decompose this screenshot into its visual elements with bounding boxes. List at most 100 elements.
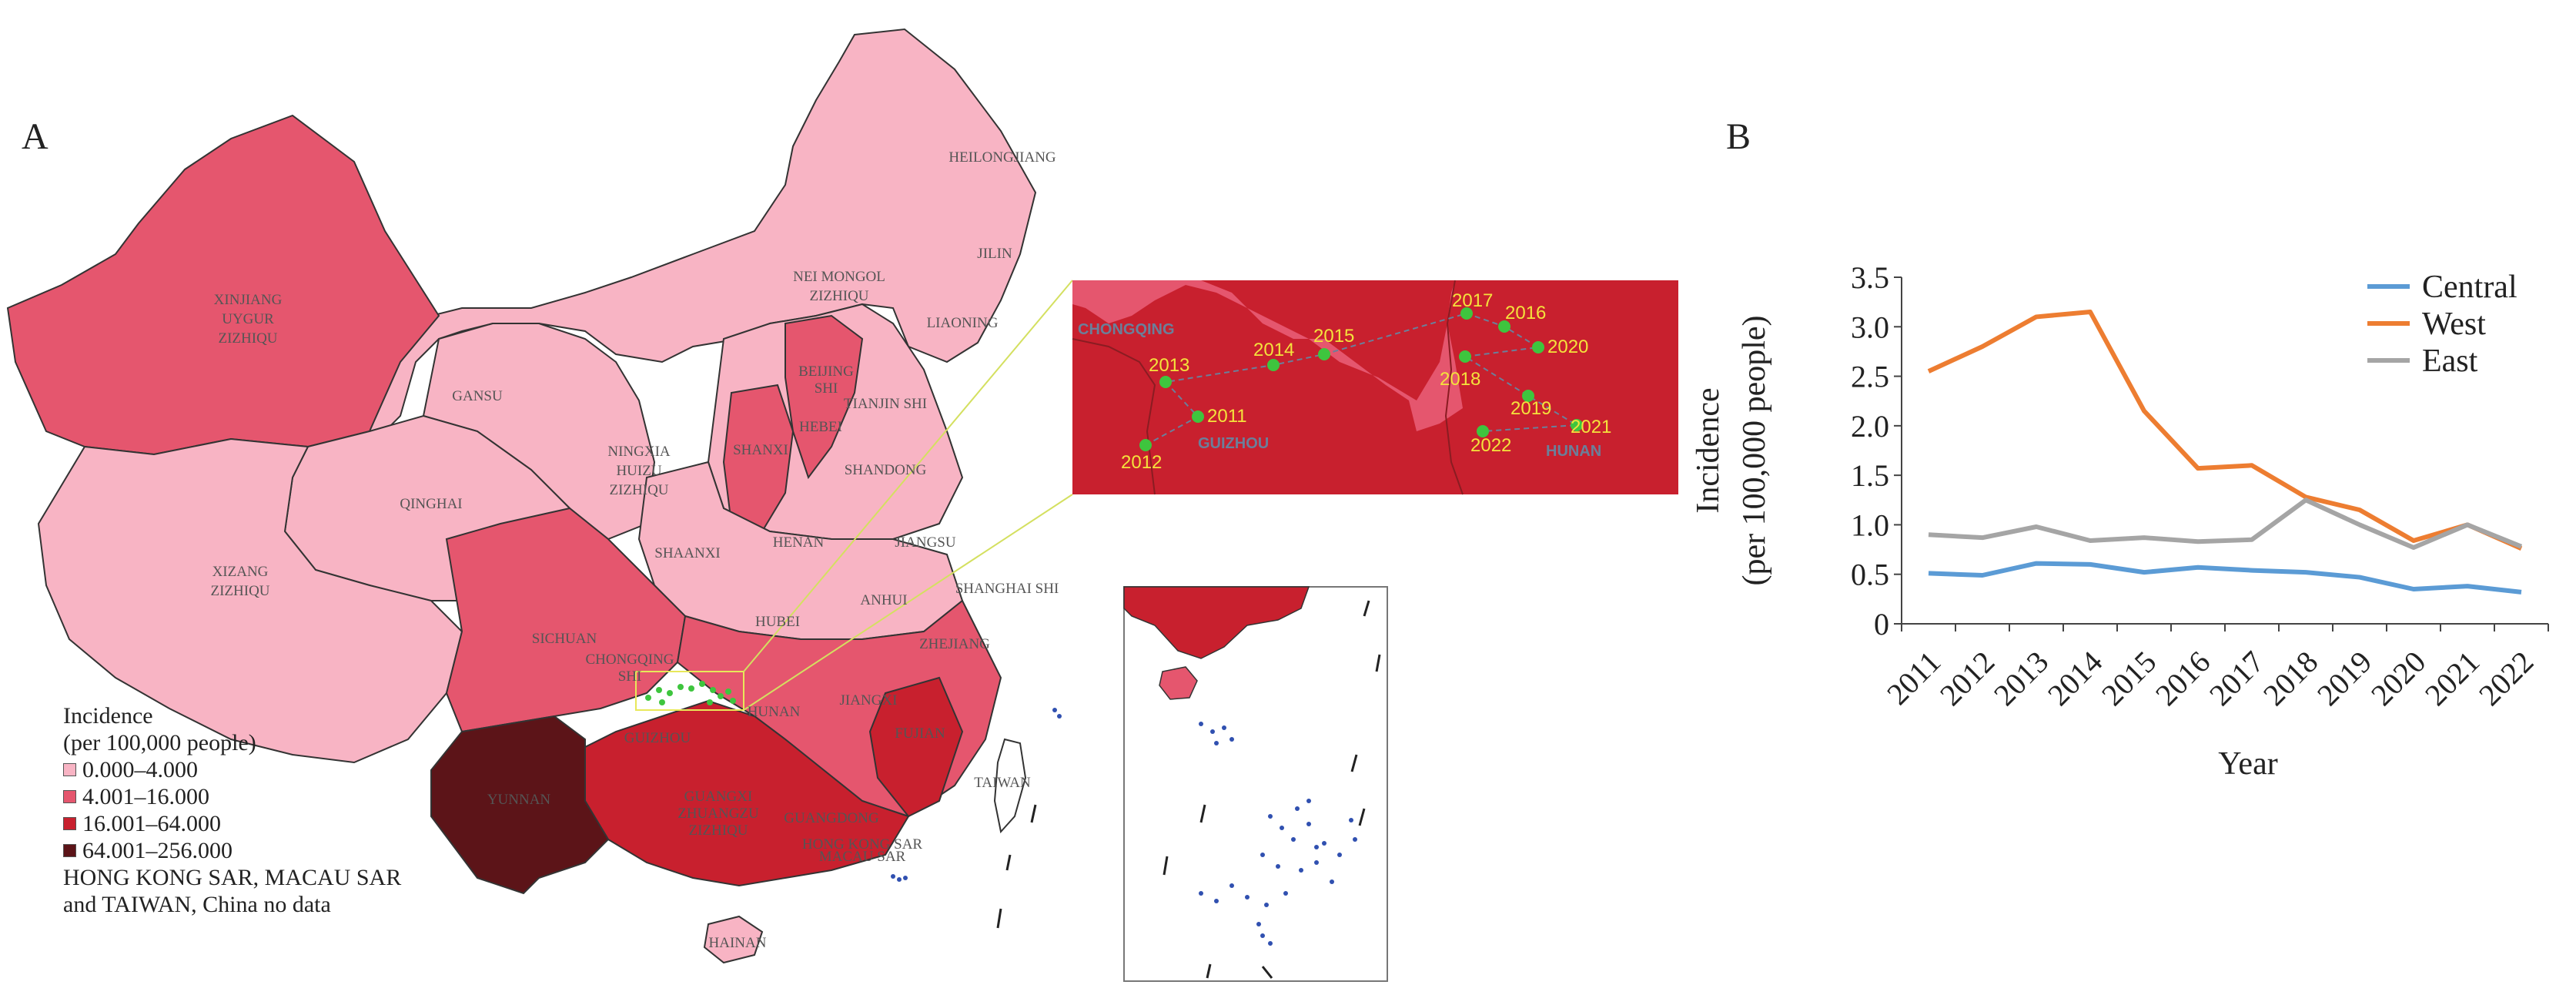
legend-class-2: 4.001–16.000 [63, 783, 401, 810]
x-tick-label: 2012 [1933, 645, 2001, 712]
province-label: ZIZHIQU [218, 330, 277, 347]
legend-title-line1: Incidence [63, 703, 153, 729]
inset-year-point [1318, 348, 1330, 360]
inset-year-point [1477, 425, 1489, 437]
legend-class-1: 0.000–4.000 [63, 756, 401, 783]
inset-year-label: 2019 [1510, 398, 1551, 419]
province-label: XINJIANG [214, 292, 283, 308]
chart-series [1927, 310, 2523, 595]
province-label: GANSU [452, 388, 503, 404]
province-label: SHANGHAI SHI [955, 581, 1059, 597]
x-tick-label: 2021 [2418, 645, 2486, 712]
y-tick-label: 2.5 [1851, 360, 1889, 394]
province-label: QINGHAI [400, 496, 462, 512]
province-label: ZHUANGZU [677, 806, 759, 822]
legend-class-label: 4.001–16.000 [82, 784, 209, 809]
inset-year-label: 2013 [1149, 355, 1189, 376]
x-tick-label: 2020 [2364, 645, 2432, 712]
region-northeast [291, 28, 1037, 464]
province-label: HUIZU [616, 463, 661, 479]
province-label: HUNAN [748, 704, 801, 720]
inset-year-point [1159, 376, 1172, 388]
inset-year-label: 2020 [1547, 337, 1588, 357]
legend-class-label: 16.001–64.000 [82, 811, 221, 836]
zoom-box-points [645, 681, 736, 705]
zoom-line-bottom [743, 494, 1073, 711]
region-shanxi [722, 384, 795, 533]
legend-class-3: 16.001–64.000 [63, 810, 401, 837]
province-label: LIAONING [927, 315, 999, 331]
inset-year-point [1192, 410, 1204, 423]
series-line-west [1927, 310, 2523, 551]
map-legend: Incidence (per 100,000 people) 0.000–4.0… [63, 702, 401, 918]
province-label: HEBEI [799, 419, 842, 435]
mainland-island-dots [891, 708, 1062, 882]
y-tick-label: 0.5 [1851, 558, 1889, 592]
inset-label-chongqing: CHONGQING [1078, 321, 1175, 338]
inset-year-point [1459, 350, 1471, 363]
province-label: NINGXIA [607, 444, 671, 460]
inset-year-point [1498, 320, 1510, 333]
inset-year-label: 2015 [1313, 326, 1354, 347]
series-line-east [1928, 498, 2523, 550]
province-label: BEIJING [798, 363, 854, 380]
inset-label-guizhou: GUIZHOU [1198, 435, 1269, 452]
x-tick-label: 2022 [2472, 645, 2540, 712]
province-label: ZIZHIQU [210, 583, 269, 599]
province-label: JIANGSU [895, 534, 955, 551]
x-tick-label: 2011 [1880, 645, 1947, 712]
scs-island-dots [1199, 722, 1357, 946]
zoom-inset: 2011 2012 2013 2014 2015 2016 2017 2018 2019 2020… [1072, 280, 1678, 495]
inset-year-label: 2011 [1207, 406, 1247, 427]
y-tick-label: 3.0 [1851, 310, 1889, 344]
legend-class-4: 64.001–256.000 [63, 837, 401, 864]
legend-swatch [63, 817, 76, 830]
province-label: SHANDONG [845, 462, 927, 478]
scs-inset-frame [1123, 586, 1388, 982]
province-label: CHONGQING [585, 652, 674, 668]
legend-swatch [63, 790, 76, 803]
province-label: HENAN [773, 534, 825, 551]
legend-note-line1: HONG KONG SAR, MACAU SAR [63, 865, 402, 890]
y-tick-label: 0 [1874, 607, 1889, 642]
inset-hunan-boundary [1444, 280, 1464, 495]
y-tick-label: 1.5 [1851, 458, 1889, 493]
legend-swatch [63, 844, 76, 857]
y-tick-label: 1.0 [1851, 508, 1889, 542]
province-label: XIZANG [212, 564, 269, 580]
province-label: HAINAN [709, 935, 767, 951]
panel-a-letter: A [22, 116, 49, 157]
province-label: ZHEJIANG [919, 636, 990, 652]
scs-mainland [1123, 586, 1310, 659]
x-tick-label: 2017 [2203, 645, 2270, 712]
legend-note-line2: and TAIWAN, China no data [63, 892, 331, 917]
province-label: ZIZHIQU [609, 482, 668, 498]
province-label: SHI [618, 668, 642, 685]
x-tick-label: 2018 [2257, 645, 2324, 712]
inset-label-hunan: HUNAN [1546, 443, 1601, 460]
x-tick-label: 2013 [1987, 645, 2055, 712]
province-label: GUANGXI [684, 789, 753, 805]
province-label: FUJIAN [895, 725, 945, 742]
inset-year-label: 2014 [1253, 340, 1294, 360]
inset-year-label: 2018 [1440, 369, 1480, 390]
region-hebei [785, 314, 864, 480]
y-axis-title-line2: (per 100,000 people) [1737, 315, 1772, 585]
x-tick-label: 2019 [2310, 645, 2378, 712]
inset-year-label: 2016 [1505, 303, 1546, 323]
province-labels: HEILONGJIANG JILIN LIAONING NEI MONGOL ZIZHI… [210, 149, 1059, 951]
mainland-boundary-dashes [996, 804, 1212, 979]
region-taiwan [993, 738, 1027, 834]
province-label: JILIN [977, 246, 1012, 262]
panel-b-letter: B [1726, 116, 1751, 157]
province-label: ZIZHIQU [688, 822, 748, 839]
chart-axes: 00.51.01.52.02.53.03.5201120122013201420… [1691, 260, 2549, 782]
x-tick-label: 2016 [2149, 645, 2216, 712]
legend-label-east: East [2422, 343, 2478, 379]
region-south [568, 699, 910, 887]
province-label: MACAU SAR [819, 849, 906, 865]
inset-year-points: 2011 2012 2013 2014 2015 2016 2017 2018 2019 2020… [1121, 290, 1611, 473]
